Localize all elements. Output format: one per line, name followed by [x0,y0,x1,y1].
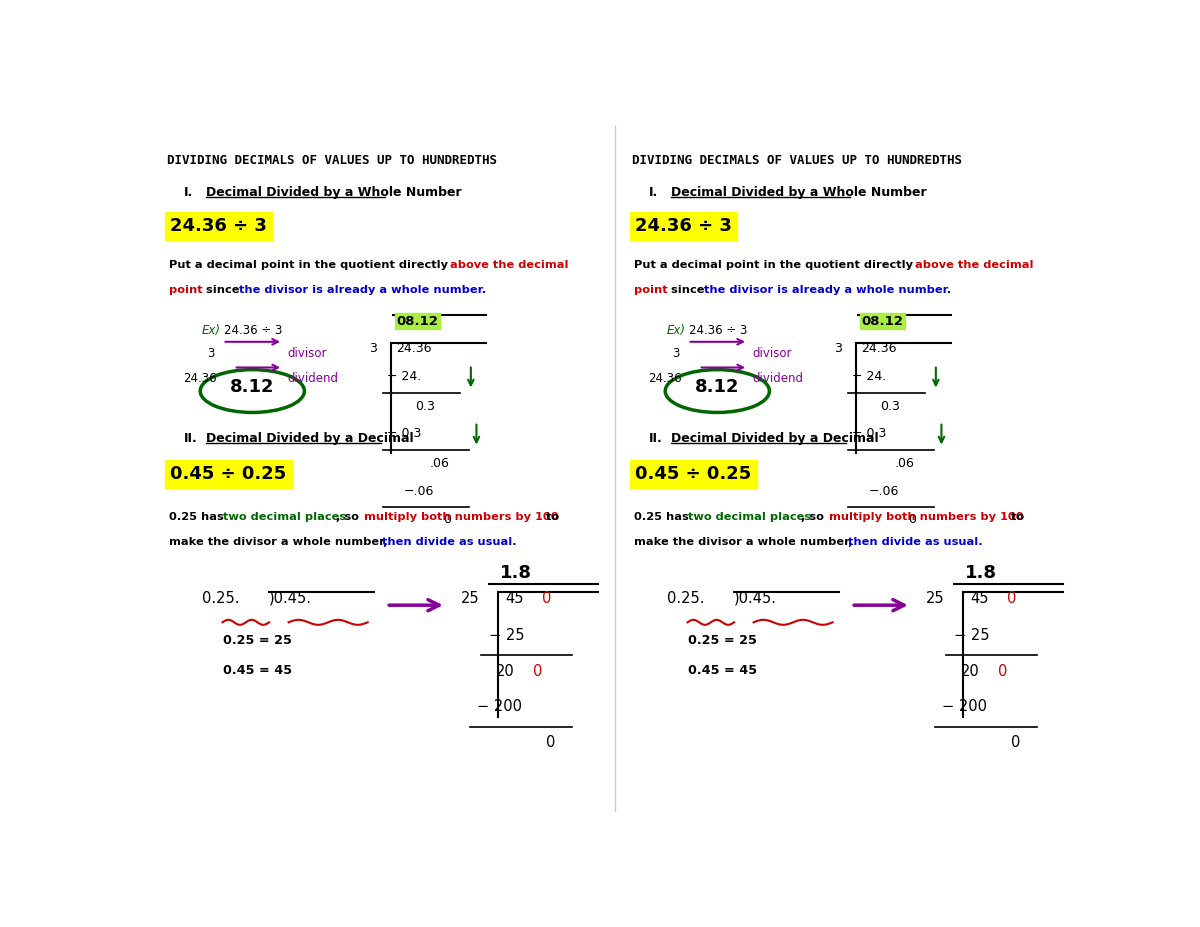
Text: 45: 45 [505,590,523,606]
Text: 0.45 ÷ 0.25: 0.45 ÷ 0.25 [636,465,751,483]
Text: − 25: − 25 [954,628,989,643]
Text: 0.25.: 0.25. [202,590,240,606]
Text: 3: 3 [834,342,842,355]
Text: 0.45 = 45: 0.45 = 45 [688,664,757,677]
Text: 24.36 ÷ 3: 24.36 ÷ 3 [636,217,732,235]
Text: 0: 0 [542,590,552,606]
Text: 3: 3 [673,347,680,360]
Text: 8.12: 8.12 [230,378,275,396]
Text: 0.3: 0.3 [415,400,434,413]
Text: )0.45.: )0.45. [734,590,778,606]
Text: 0.3: 0.3 [880,400,900,413]
Text: two decimal places: two decimal places [222,512,346,522]
Text: to: to [1008,512,1025,522]
Text: 0: 0 [546,735,556,750]
Text: then divide as usual.: then divide as usual. [383,538,517,547]
Text: 08.12: 08.12 [862,314,904,327]
Text: − 24.: − 24. [388,371,421,384]
Text: divisor: divisor [288,347,328,360]
Text: −.06: −.06 [404,485,434,498]
Text: I.: I. [648,186,658,199]
Text: 0: 0 [1012,735,1020,750]
Text: since: since [667,286,708,296]
Text: 0.45 ÷ 0.25: 0.45 ÷ 0.25 [170,465,287,483]
Text: 3: 3 [208,347,215,360]
Text: −.06: −.06 [869,485,899,498]
Text: II.: II. [648,433,662,446]
Text: − 200: − 200 [478,699,522,715]
Text: 0.25 has: 0.25 has [168,512,227,522]
Text: make the divisor a whole number,: make the divisor a whole number, [168,538,391,547]
Text: 24.36: 24.36 [648,373,682,386]
Text: divisor: divisor [752,347,792,360]
Text: 24.36 ÷ 3: 24.36 ÷ 3 [690,324,748,337]
Text: multiply both numbers by 100: multiply both numbers by 100 [829,512,1024,522]
Text: 0.25 = 25: 0.25 = 25 [222,634,292,647]
Text: point: point [168,286,203,296]
Text: 0.25 has: 0.25 has [634,512,692,522]
Text: 0: 0 [908,514,916,527]
Text: − 0.3: − 0.3 [388,427,421,440]
Text: , so: , so [336,512,362,522]
Text: − 24.: − 24. [852,371,887,384]
Text: 45: 45 [971,590,989,606]
Text: − 200: − 200 [942,699,988,715]
Text: 20: 20 [496,664,515,679]
Text: 0: 0 [998,664,1008,679]
Text: since: since [202,286,244,296]
Text: 25: 25 [925,590,944,606]
Text: , so: , so [802,512,828,522]
Text: 25: 25 [461,590,479,606]
Text: DIVIDING DECIMALS OF VALUES UP TO HUNDREDTHS: DIVIDING DECIMALS OF VALUES UP TO HUNDRE… [631,154,961,167]
Text: dividend: dividend [288,373,338,386]
Text: Put a decimal point in the quotient directly: Put a decimal point in the quotient dire… [634,260,917,270]
Text: the divisor is already a whole number.: the divisor is already a whole number. [704,286,952,296]
Text: Put a decimal point in the quotient directly: Put a decimal point in the quotient dire… [168,260,451,270]
Text: the divisor is already a whole number.: the divisor is already a whole number. [239,286,486,296]
Text: 0: 0 [533,664,542,679]
Text: 08.12: 08.12 [396,314,438,327]
Text: 24.36: 24.36 [862,342,896,355]
Text: 24.36 ÷ 3: 24.36 ÷ 3 [224,324,283,337]
Text: .06: .06 [895,457,914,470]
Text: 24.36: 24.36 [184,373,217,386]
Text: to: to [542,512,559,522]
Text: 0.25 = 25: 0.25 = 25 [688,634,756,647]
Text: 0.45 = 45: 0.45 = 45 [222,664,292,677]
Text: above the decimal: above the decimal [450,260,569,270]
Text: dividend: dividend [752,373,804,386]
Text: 20: 20 [961,664,979,679]
Text: 1.8: 1.8 [965,565,997,582]
Text: 1.8: 1.8 [499,565,532,582]
Text: Decimal Divided by a Whole Number: Decimal Divided by a Whole Number [206,186,462,199]
Text: DIVIDING DECIMALS OF VALUES UP TO HUNDREDTHS: DIVIDING DECIMALS OF VALUES UP TO HUNDRE… [167,154,497,167]
Text: above the decimal: above the decimal [916,260,1034,270]
Text: )0.45.: )0.45. [269,590,312,606]
Text: then divide as usual.: then divide as usual. [847,538,982,547]
Text: Decimal Divided by a Whole Number: Decimal Divided by a Whole Number [671,186,926,199]
Text: II.: II. [184,433,197,446]
Text: Ex): Ex) [202,324,221,337]
Text: − 0.3: − 0.3 [852,427,887,440]
Text: 0: 0 [1008,590,1016,606]
Text: 0.25.: 0.25. [667,590,704,606]
Text: 8.12: 8.12 [695,378,739,396]
Text: Decimal Divided by a Decimal: Decimal Divided by a Decimal [671,433,878,446]
Text: 24.36 ÷ 3: 24.36 ÷ 3 [170,217,268,235]
Text: 24.36: 24.36 [396,342,432,355]
Text: − 25: − 25 [488,628,524,643]
Text: .06: .06 [430,457,450,470]
Text: multiply both numbers by 100: multiply both numbers by 100 [364,512,558,522]
Text: point: point [634,286,667,296]
Text: I.: I. [184,186,193,199]
Text: Ex): Ex) [667,324,686,337]
Text: 3: 3 [370,342,377,355]
Text: Decimal Divided by a Decimal: Decimal Divided by a Decimal [206,433,414,446]
Text: 0: 0 [443,514,451,527]
Text: two decimal places: two decimal places [688,512,811,522]
Text: make the divisor a whole number,: make the divisor a whole number, [634,538,857,547]
